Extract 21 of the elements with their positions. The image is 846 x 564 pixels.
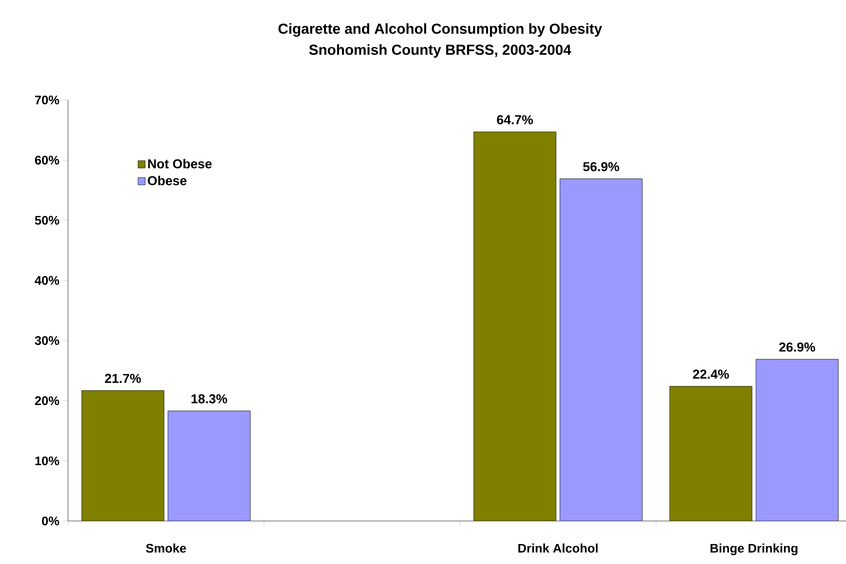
y-tick-label: 10%: [35, 456, 60, 466]
data-label: 56.9%: [583, 162, 620, 172]
y-tick-label: 70%: [35, 96, 60, 104]
legend-label: Obese: [148, 176, 186, 186]
legend-label: Not Obese: [148, 158, 212, 168]
chart-subtitle: Snohomish County BRFSS, 2003-2004: [309, 44, 572, 58]
data-label: 22.4%: [692, 370, 729, 379]
data-label: 21.7%: [104, 374, 141, 383]
y-tick-label: 60%: [35, 156, 60, 165]
y-tick-label: 0%: [42, 516, 60, 526]
data-label: 18.3%: [192, 394, 228, 404]
x-tick-label: Binge Drinking: [710, 543, 798, 556]
y-tick-label: 40%: [34, 276, 60, 285]
data-label: 26.9%: [779, 342, 816, 352]
chart-title: Cigarette and Alcohol Consumption by Obesity: [278, 23, 602, 37]
y-tick-label: 20%: [35, 396, 60, 406]
data-label: 64.7%: [496, 115, 533, 124]
y-tick-label: 50%: [34, 216, 60, 225]
x-tick-label: Smoke: [146, 543, 186, 553]
y-tick-label: 30%: [34, 336, 60, 345]
x-tick-label: Drink Alcohol: [518, 543, 598, 553]
